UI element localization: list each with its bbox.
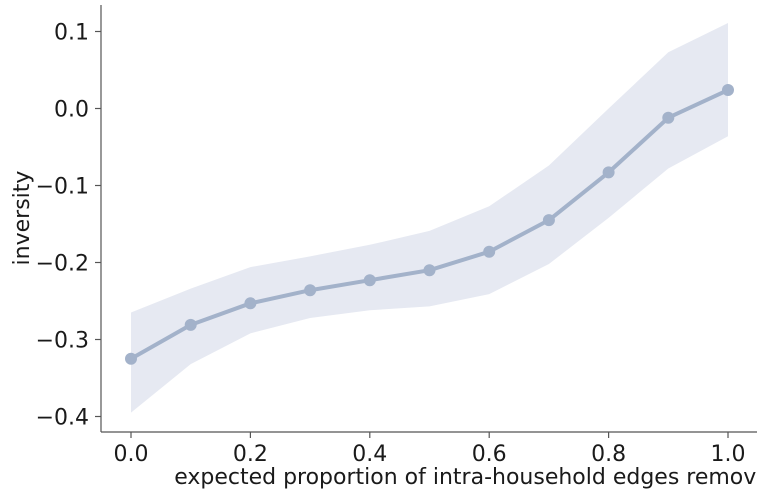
y-tick-label: −0.2 [36,252,89,277]
confidence-band-layer [131,23,728,413]
x-tick-label: 0.0 [114,442,149,467]
x-tick-label: 0.8 [591,442,626,467]
data-point [244,297,257,310]
y-tick-label: −0.3 [36,329,89,354]
y-tick-label: −0.4 [36,406,89,431]
x-ticks: 0.0 0.2 0.4 0.6 0.8 1.0 [114,432,746,467]
data-point [363,274,376,287]
y-axis-label: inversity [10,171,35,266]
data-point [423,264,436,277]
axes [100,5,757,433]
x-tick-label: 0.4 [352,442,387,467]
series-point-layer [125,84,734,365]
y-tick-label: 0.0 [54,98,89,123]
data-point [602,166,615,179]
x-tick-label: 0.2 [233,442,268,467]
data-point [483,245,496,258]
data-point [125,352,137,365]
data-point [542,214,555,227]
data-point [184,318,197,331]
confidence-band [131,23,728,413]
x-tick-label: 1.0 [711,442,746,467]
y-ticks: 0.1 0.0 −0.1 −0.2 −0.3 −0.4 [36,21,101,431]
x-tick-label: 0.6 [472,442,507,467]
y-tick-label: −0.1 [36,175,89,200]
y-tick-label: 0.1 [54,21,89,46]
data-point [662,111,675,124]
data-point [722,84,734,97]
x-axis-label: expected proportion of intra-household e… [174,465,757,490]
data-point [304,284,317,297]
